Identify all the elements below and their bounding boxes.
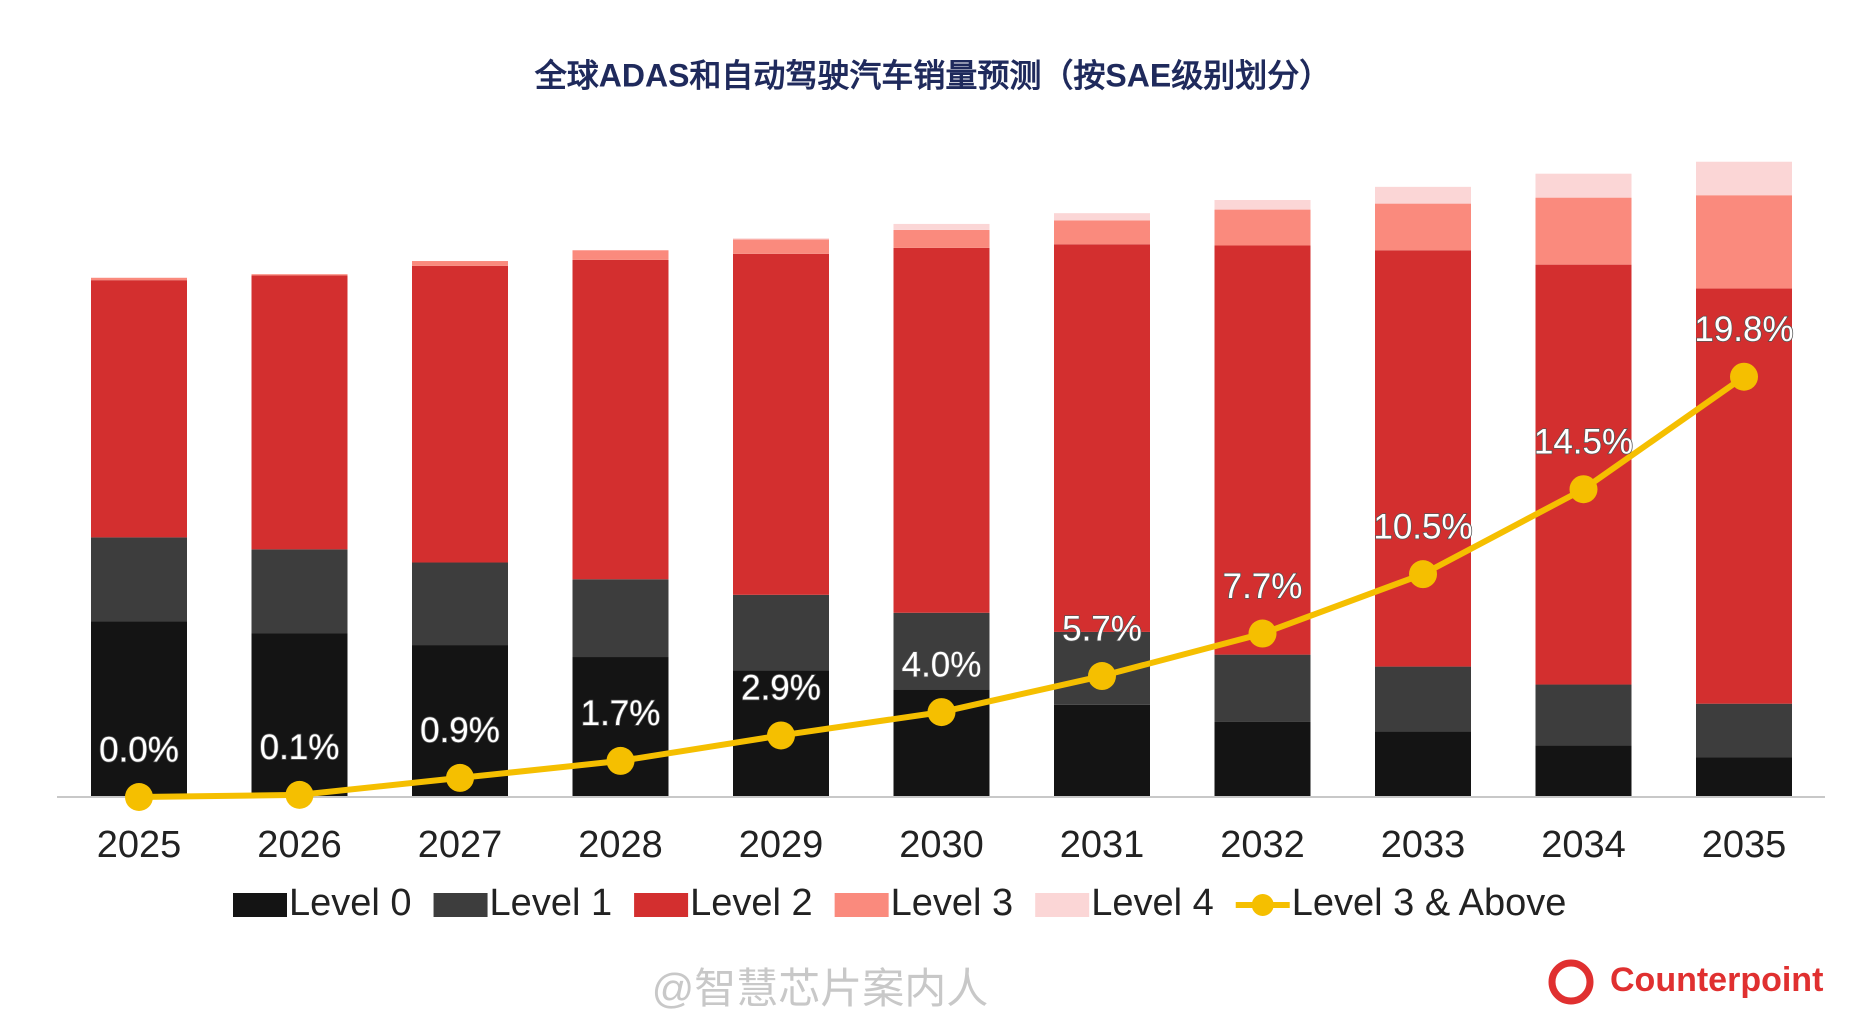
logo: Counterpoint [1548, 959, 1823, 1005]
data-label: 0.0% [99, 730, 179, 769]
data-label: 4.0% [902, 645, 982, 684]
data-label: 14.5% [1534, 422, 1633, 461]
bar-segment [251, 275, 348, 550]
x-tick-label: 2032 [1220, 824, 1305, 866]
x-tick-label: 2033 [1381, 824, 1466, 866]
legend-label: Level 3 & Above [1292, 882, 1567, 924]
bar-segment [1696, 288, 1792, 704]
bar-segment [572, 259, 669, 580]
bar-segment [1375, 203, 1471, 251]
data-label: 1.7% [581, 694, 661, 733]
bar-segment [412, 261, 508, 266]
chart-title: 全球ADAS和自动驾驶汽车销量预测（按SAE级别划分） [534, 57, 1331, 93]
bar-segment [251, 633, 348, 797]
bar-segment [1696, 757, 1792, 797]
bar-segment [733, 594, 829, 671]
line-marker [1248, 619, 1277, 648]
bar-segment [251, 274, 348, 276]
bar-segment [1054, 213, 1150, 221]
legend-swatch [1251, 894, 1274, 916]
legend-label: Level 3 [891, 882, 1014, 924]
data-label: 7.7% [1223, 567, 1303, 606]
line-marker [285, 780, 314, 809]
x-tick-label: 2034 [1541, 824, 1626, 866]
watermark: @智慧芯片案内人 [652, 965, 989, 1012]
bar-segment [91, 280, 187, 538]
x-tick-label: 2026 [257, 824, 342, 866]
bar-segment [1375, 250, 1471, 667]
bar-segment [1054, 704, 1150, 797]
data-label: 5.7% [1062, 609, 1142, 648]
logo-icon [1548, 959, 1594, 1005]
bar-segment [893, 612, 990, 690]
bar-segment [1375, 186, 1471, 204]
x-tick-label: 2027 [418, 824, 503, 866]
bar-segment [1696, 195, 1792, 289]
line-marker [1088, 662, 1116, 691]
legend-label: Level 0 [289, 882, 412, 924]
bar-segment [1054, 244, 1150, 632]
bar-segment [893, 223, 990, 230]
bar-segment [1214, 245, 1311, 655]
legend-swatch [634, 893, 689, 917]
bar-segment [412, 265, 508, 563]
bar-segment [1535, 197, 1632, 265]
bar-segment [1535, 745, 1632, 797]
bar-segment [251, 549, 348, 634]
data-label: 0.1% [260, 728, 340, 767]
logo-text: Counterpoint [1610, 961, 1823, 999]
legend-swatch [433, 893, 488, 917]
bar-segment [893, 247, 990, 613]
legend-label: Level 1 [490, 882, 613, 924]
bar-segment [733, 238, 829, 240]
bar-segment [1696, 161, 1792, 196]
line-marker [767, 721, 795, 750]
bar-segment [91, 277, 187, 281]
legend-swatch [1035, 893, 1090, 917]
legend-swatch [233, 893, 287, 917]
line-marker [1409, 560, 1437, 589]
bar-segment [1214, 654, 1311, 722]
data-label: 0.9% [420, 711, 500, 750]
bar-segment [1214, 200, 1311, 210]
x-tick-label: 2028 [578, 824, 663, 866]
x-tick-label: 2030 [899, 824, 984, 866]
line-marker [1730, 362, 1758, 391]
legend-label: Level 4 [1091, 882, 1214, 924]
bar-segment [1535, 684, 1632, 746]
bar-segment [1375, 666, 1471, 732]
bar-segment [91, 537, 187, 622]
data-label: 19.8% [1694, 310, 1793, 349]
bar-segment [412, 562, 508, 646]
data-label: 2.9% [741, 669, 821, 708]
x-tick-label: 2029 [739, 824, 824, 866]
bar-segment [733, 253, 829, 595]
bar-segment [1535, 173, 1632, 198]
line-marker [1569, 475, 1598, 504]
x-tick-label: 2031 [1060, 824, 1145, 866]
legend-label: Level 2 [690, 882, 813, 924]
legend-swatch [834, 893, 889, 917]
bar-segment [1535, 264, 1632, 685]
x-tick-label: 2025 [97, 824, 182, 866]
bar-segment [1696, 703, 1792, 758]
line-marker [606, 746, 635, 775]
x-tick-label: 2035 [1702, 824, 1787, 866]
line-marker [927, 698, 956, 727]
bar-segment [893, 229, 990, 248]
bar-segment [91, 621, 187, 797]
bar-segment [1214, 721, 1311, 797]
line-marker [125, 783, 153, 811]
bar-segment [733, 239, 829, 254]
bar-segment [1375, 731, 1471, 797]
data-label: 10.5% [1373, 507, 1472, 546]
bar-segment [1214, 209, 1311, 246]
bar-segment [1054, 220, 1150, 245]
bar-segment [572, 579, 669, 658]
line-marker [446, 763, 474, 792]
bar-segment [572, 250, 669, 260]
